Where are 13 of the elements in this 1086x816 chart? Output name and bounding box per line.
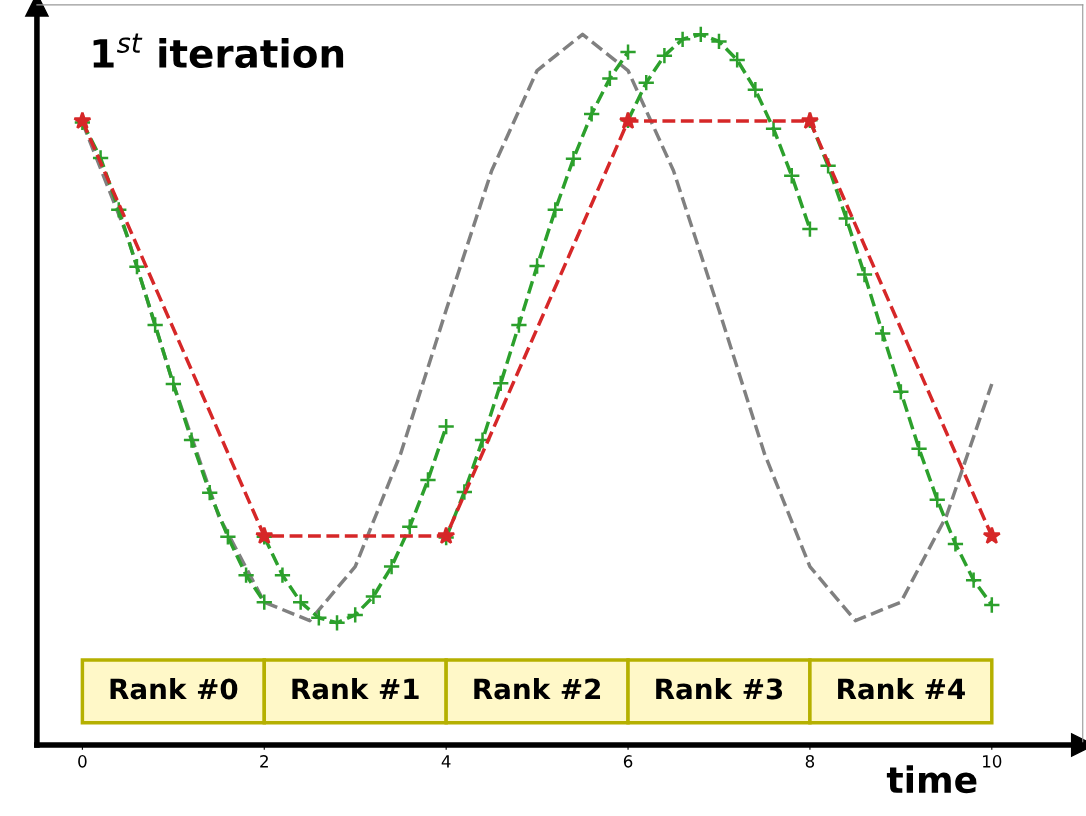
x-tick-label: 10 — [983, 755, 1002, 768]
x-axis-title: time — [886, 765, 977, 794]
x-tick-label: 2 — [260, 755, 268, 768]
x-tick-label: 8 — [805, 755, 815, 768]
band-label: Rank #2 — [474, 677, 601, 700]
x-tick-label: 6 — [623, 755, 633, 768]
band-label: Rank #1 — [292, 677, 419, 700]
band-label: Rank #3 — [656, 677, 783, 700]
band-label: Rank #0 — [110, 677, 238, 700]
annotation: 1$^{st}$ iteration — [93, 33, 344, 69]
band-label: Rank #4 — [838, 677, 965, 700]
x-tick-label: 0 — [78, 755, 87, 768]
x-tick-label: 4 — [441, 755, 451, 768]
